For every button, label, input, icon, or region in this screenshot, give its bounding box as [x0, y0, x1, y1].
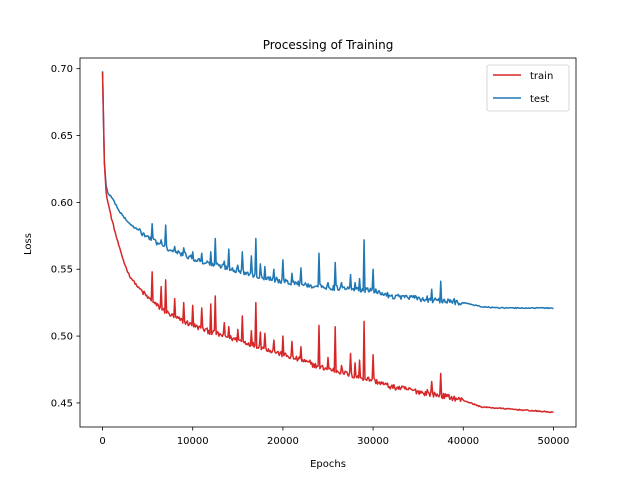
y-tick-label: 0.55 [51, 265, 73, 276]
x-tick-label: 0 [99, 436, 105, 447]
legend: train test [486, 64, 570, 112]
y-tick-label: 0.65 [51, 131, 73, 142]
y-tick-label: 0.45 [51, 398, 73, 409]
x-tick-label: 30000 [357, 436, 389, 447]
x-tick-label: 50000 [538, 436, 570, 447]
plot-frame [79, 57, 577, 428]
x-tick-label: 20000 [267, 436, 299, 447]
legend-label-test: test [530, 94, 549, 105]
x-axis: 0 10000 20000 30000 40000 50000 [99, 427, 569, 447]
legend-label-train: train [530, 71, 553, 82]
series-layer [101, 71, 554, 414]
chart-title: Processing of Training [263, 38, 394, 52]
y-axis-label: Loss [23, 233, 34, 255]
y-axis: 0.45 0.50 0.55 0.60 0.65 0.70 [51, 64, 80, 409]
legend-box [486, 64, 570, 112]
series-line-test [101, 71, 554, 310]
y-tick-label: 0.50 [51, 332, 73, 343]
y-tick-label: 0.60 [51, 198, 73, 209]
x-tick-label: 10000 [177, 436, 209, 447]
x-axis-label: Epochs [310, 459, 346, 470]
x-tick-label: 40000 [447, 436, 479, 447]
y-tick-label: 0.70 [51, 64, 73, 75]
series-line-train [101, 72, 554, 414]
